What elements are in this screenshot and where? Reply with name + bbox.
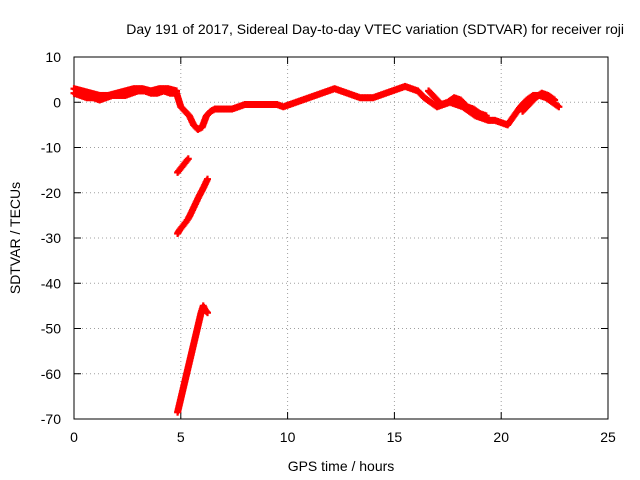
y-tick-label: 0 (53, 94, 61, 110)
x-tick-label: 15 (387, 429, 403, 445)
x-axis-label: GPS time / hours (288, 458, 395, 474)
data-point (204, 175, 211, 183)
data-point (555, 103, 563, 111)
data-point (184, 155, 192, 163)
gridlines (74, 57, 608, 419)
data-point (482, 112, 490, 120)
data-series (70, 82, 563, 416)
data-point (551, 96, 559, 104)
y-tick-label: 10 (45, 49, 61, 65)
x-tick-label: 20 (493, 429, 509, 445)
x-tick-label: 10 (280, 429, 296, 445)
y-tick-label: -40 (41, 275, 61, 291)
x-tick-label: 25 (600, 429, 616, 445)
y-tick-label: -10 (41, 140, 61, 156)
y-tick-label: -50 (41, 321, 61, 337)
axes: 0 5 10 15 20 25 -70 -60 -50 -40 -30 -20 -10 0 10 (41, 49, 616, 445)
y-tick-label: -60 (41, 366, 61, 382)
y-tick-label: -70 (41, 411, 61, 427)
x-tick-label: 0 (70, 429, 78, 445)
chart-title: Day 191 of 2017, Sidereal Day-to-day VTE… (126, 21, 624, 37)
y-tick-label: -20 (41, 185, 61, 201)
y-tick-label: -30 (41, 230, 61, 246)
y-axis-label: SDTVAR / TECUs (7, 182, 23, 294)
data-point (173, 87, 181, 95)
x-tick-label: 5 (177, 429, 185, 445)
data-point (204, 309, 211, 317)
